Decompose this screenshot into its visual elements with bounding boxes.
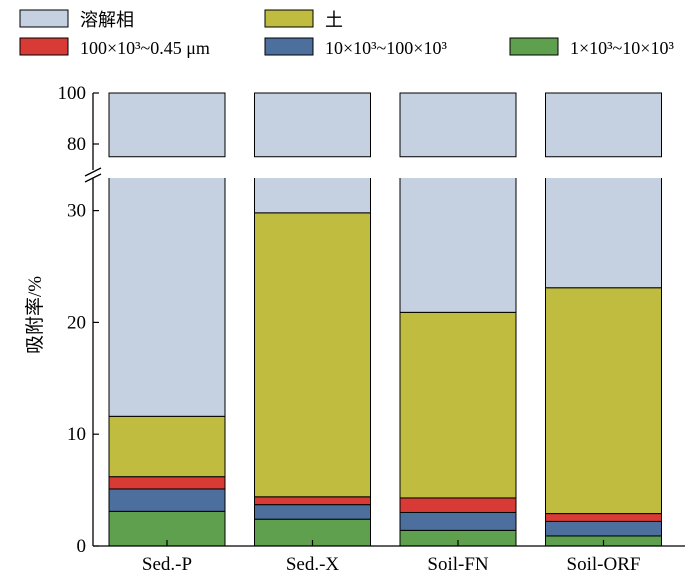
bar-soil-fn-series-3 <box>399 311 517 499</box>
bar-soil-orf-series-4 <box>545 170 662 289</box>
bar-soil-orf-series-3 <box>545 287 662 515</box>
bar-soil-fn-series-4 <box>399 170 517 313</box>
legend: 溶解相 土 100×10³~0.45 μm 10×10³~100×10³ 1×10³~1… <box>19 9 674 58</box>
y-tick-label: 0 <box>77 536 87 557</box>
axes: Sed.-P Sed.-X Soil-FN Soil-ORF 0 10 20 30 80 100 <box>58 83 685 575</box>
bar-soil-orf-series-2 <box>545 513 662 522</box>
legend-label: 溶解相 <box>80 10 134 30</box>
x-tick-label: Sed.-P <box>142 554 192 575</box>
legend-item: 100×10³~0.45 μm <box>19 37 210 58</box>
legend-swatch <box>509 37 559 56</box>
bar-sed-p-series-2 <box>108 476 226 490</box>
y-tick-label: 30 <box>67 201 86 222</box>
legend-swatch <box>19 37 69 56</box>
legend-swatch <box>264 9 314 28</box>
axis-break-mark <box>84 167 102 177</box>
bar-sed-p-series-1 <box>108 488 226 512</box>
legend-item: 溶解相 <box>19 9 134 30</box>
x-tick-label: Soil-FN <box>427 554 489 575</box>
y-tick-label: 80 <box>67 134 86 155</box>
bar-soil-orf-series-4-upper <box>545 92 662 158</box>
bar-sed-p-series-4 <box>108 170 226 417</box>
legend-label: 100×10³~0.45 μm <box>80 38 210 58</box>
axis-break-gap <box>83 170 685 178</box>
y-axis-label: 吸附率/% <box>24 276 46 354</box>
legend-item: 1×10³~10×10³ <box>509 37 674 58</box>
bar-sed-p-series-4-upper <box>108 92 226 158</box>
axis-break-mark <box>84 173 102 183</box>
legend-swatch <box>264 37 314 56</box>
y-tick-label: 20 <box>67 312 86 333</box>
bar-sed-x-series-3 <box>254 212 371 498</box>
legend-label: 1×10³~10×10³ <box>570 38 674 58</box>
y-tick-label: 10 <box>67 424 86 445</box>
x-tick-label: Sed.-X <box>286 554 340 575</box>
legend-item: 土 <box>264 9 343 30</box>
bar-soil-fn-series-4-upper <box>399 92 517 158</box>
bar-sed-x-series-1 <box>254 504 371 520</box>
bar-soil-fn-series-2 <box>399 497 517 513</box>
bar-sed-p-series-3 <box>108 415 226 478</box>
bar-sed-x-series-2 <box>254 496 371 506</box>
legend-item: 10×10³~100×10³ <box>264 37 447 58</box>
bars <box>108 92 662 547</box>
legend-label: 土 <box>325 10 343 30</box>
bar-soil-orf-series-1 <box>545 520 662 537</box>
y-tick-label: 100 <box>58 83 87 104</box>
legend-label: 10×10³~100×10³ <box>325 38 447 58</box>
x-tick-label: Soil-ORF <box>567 554 641 575</box>
bar-sed-x-series-4-upper <box>254 92 371 158</box>
bar-soil-fn-series-1 <box>399 511 517 531</box>
legend-swatch <box>19 9 69 28</box>
